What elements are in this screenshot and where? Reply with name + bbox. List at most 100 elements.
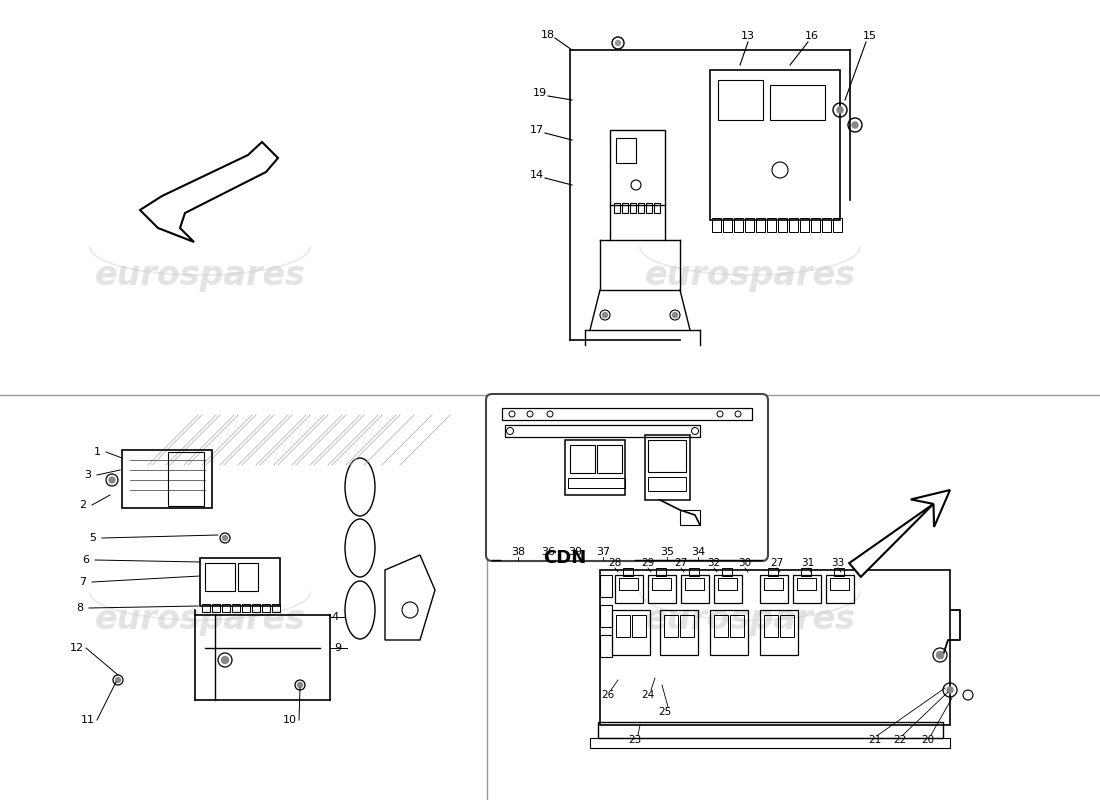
Bar — [648, 575, 676, 603]
Bar — [664, 615, 678, 637]
Bar — [615, 575, 644, 603]
Bar — [767, 218, 775, 232]
Text: 15: 15 — [864, 31, 877, 41]
Bar — [638, 203, 644, 213]
Bar — [734, 218, 742, 232]
Bar — [822, 218, 830, 232]
Bar — [505, 425, 700, 437]
Bar — [833, 218, 842, 232]
Bar — [612, 610, 650, 655]
Text: 13: 13 — [741, 31, 755, 41]
Bar — [619, 578, 638, 590]
Bar — [600, 635, 612, 657]
Bar — [680, 510, 700, 525]
Bar — [168, 452, 204, 506]
Text: CDN: CDN — [543, 549, 586, 567]
Bar — [222, 604, 230, 612]
Bar — [648, 477, 686, 491]
Bar — [122, 450, 212, 508]
Bar — [623, 568, 632, 576]
Text: 4: 4 — [331, 612, 339, 622]
Text: 20: 20 — [922, 735, 935, 745]
Text: 37: 37 — [596, 547, 611, 557]
Bar — [238, 563, 258, 591]
Bar — [648, 440, 686, 472]
Text: 10: 10 — [283, 715, 297, 725]
Text: 19: 19 — [532, 88, 547, 98]
Bar — [685, 578, 704, 590]
Text: 33: 33 — [832, 558, 845, 568]
Text: 7: 7 — [79, 577, 87, 587]
Bar — [756, 218, 764, 232]
Text: eurospares: eurospares — [95, 603, 306, 637]
Circle shape — [222, 535, 228, 541]
Text: 26: 26 — [602, 690, 615, 700]
Text: 6: 6 — [82, 555, 89, 565]
Circle shape — [297, 682, 302, 687]
Bar — [768, 568, 778, 576]
Bar — [710, 70, 840, 220]
Bar — [652, 578, 671, 590]
Bar — [764, 615, 778, 637]
Bar — [616, 615, 630, 637]
Bar — [654, 203, 660, 213]
Bar — [745, 218, 754, 232]
Circle shape — [837, 107, 843, 113]
Text: 30: 30 — [738, 558, 751, 568]
Bar — [789, 218, 797, 232]
Text: 22: 22 — [893, 735, 906, 745]
Bar — [770, 85, 825, 120]
Text: 25: 25 — [659, 707, 672, 717]
Bar — [202, 604, 210, 612]
Text: 34: 34 — [691, 547, 705, 557]
Text: 12: 12 — [70, 643, 84, 653]
Text: 16: 16 — [805, 31, 820, 41]
Bar — [689, 568, 698, 576]
Bar — [830, 578, 849, 590]
Bar — [614, 203, 620, 213]
Bar — [590, 738, 950, 748]
Circle shape — [603, 313, 607, 318]
Bar — [793, 575, 821, 603]
Bar — [718, 578, 737, 590]
Text: 14: 14 — [530, 170, 544, 180]
Bar — [600, 605, 612, 627]
Bar — [710, 610, 748, 655]
Bar — [610, 130, 665, 205]
Bar — [646, 203, 652, 213]
Bar — [730, 615, 744, 637]
Bar — [598, 722, 943, 738]
Bar — [826, 575, 854, 603]
Circle shape — [109, 477, 116, 483]
FancyBboxPatch shape — [486, 394, 768, 561]
Bar — [760, 575, 788, 603]
Text: eurospares: eurospares — [645, 603, 856, 637]
Text: 3: 3 — [85, 470, 91, 480]
Text: eurospares: eurospares — [95, 258, 306, 291]
Bar — [660, 610, 698, 655]
Text: 24: 24 — [641, 690, 654, 700]
Bar — [502, 408, 752, 420]
Bar — [714, 615, 728, 637]
Bar — [200, 558, 280, 606]
Bar — [242, 604, 250, 612]
Text: 5: 5 — [89, 533, 97, 543]
Circle shape — [672, 313, 678, 318]
Text: 9: 9 — [334, 643, 342, 653]
Bar — [232, 604, 240, 612]
Bar — [680, 615, 694, 637]
Text: 38: 38 — [510, 547, 525, 557]
Bar — [600, 570, 950, 725]
Bar — [681, 575, 710, 603]
Bar — [262, 604, 270, 612]
Text: 29: 29 — [641, 558, 654, 568]
Bar — [600, 575, 612, 597]
Text: 28: 28 — [608, 558, 622, 568]
Bar — [723, 218, 732, 232]
Bar — [616, 138, 636, 163]
Text: 36: 36 — [541, 547, 556, 557]
Text: 17: 17 — [530, 125, 544, 135]
Bar — [632, 615, 646, 637]
Text: 8: 8 — [76, 603, 84, 613]
Circle shape — [221, 657, 229, 663]
